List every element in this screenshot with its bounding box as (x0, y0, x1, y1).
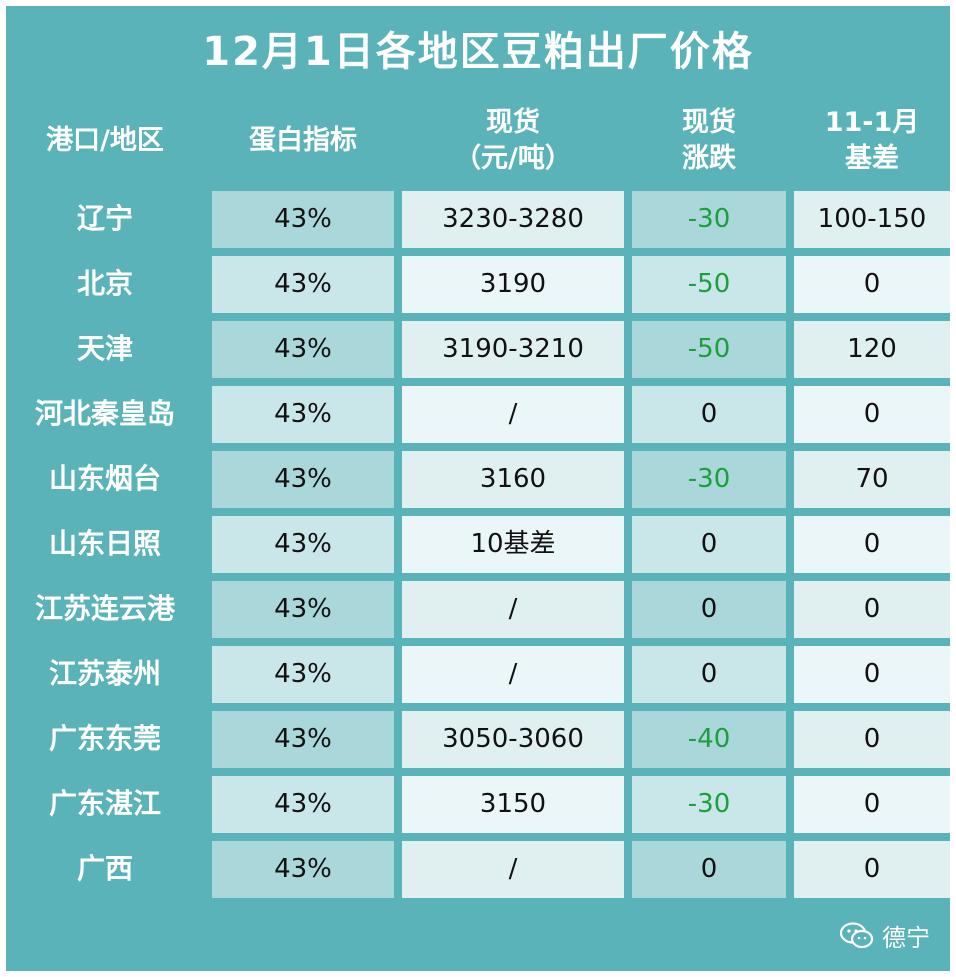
table-row: 江苏连云港 43%/0 0 (6, 581, 950, 638)
basis-cell: 0 (794, 516, 950, 573)
protein-cell: 43% (212, 711, 394, 768)
watermark: 德宁 (840, 918, 930, 953)
table-row: 江苏泰州 43%/0 0 (6, 646, 950, 703)
spot-change-cell: -30 (632, 451, 786, 508)
spot-change-cell: -50 (632, 321, 786, 378)
spot-price-cell: 3230-3280 (402, 191, 624, 248)
basis-cell: 0 (794, 776, 950, 833)
region-cell: 广东东莞 (6, 711, 204, 768)
region-cell: 广东湛江 (6, 776, 204, 833)
basis-cell: 70 (794, 451, 950, 508)
protein-cell: 43% (212, 841, 394, 898)
spot-price-cell: 10基差 (402, 516, 624, 573)
basis-cell: 0 (794, 841, 950, 898)
region-cell: 江苏泰州 (6, 646, 204, 703)
protein-cell: 43% (212, 581, 394, 638)
basis-cell: 0 (794, 646, 950, 703)
protein-cell: 43% (212, 516, 394, 573)
table-row: 广东东莞 43% 3050-3060 -40 0 (6, 711, 950, 768)
spot-change-cell: -50 (632, 256, 786, 313)
protein-cell: 43% (212, 256, 394, 313)
header-spot-price: 现货 （元/吨） (402, 98, 624, 183)
region-cell: 广西 (6, 841, 204, 898)
protein-cell: 43% (212, 386, 394, 443)
header-basis: 11-1月 基差 (794, 98, 950, 183)
wechat-icon (840, 921, 874, 950)
region-cell: 辽宁 (6, 191, 204, 248)
basis-cell: 0 (794, 386, 950, 443)
header-region: 港口/地区 (6, 98, 204, 183)
protein-cell: 43% (212, 776, 394, 833)
spot-price-cell: 3160 (402, 451, 624, 508)
protein-cell: 43% (212, 321, 394, 378)
spot-price-cell: 3050-3060 (402, 711, 624, 768)
spot-change-cell: 0 (632, 516, 786, 573)
table-row: 辽宁 43% 3230-3280 -30 100-150 (6, 191, 950, 248)
header-spot-change: 现货 涨跌 (632, 98, 786, 183)
region-cell: 天津 (6, 321, 204, 378)
table-footer: 德宁 (6, 898, 950, 971)
spot-price-cell: / (402, 841, 624, 898)
table-row: 北京 43% 3190 -50 0 (6, 256, 950, 313)
region-cell: 山东日照 (6, 516, 204, 573)
table-row: 广东湛江 43% 3150 -30 0 (6, 776, 950, 833)
spot-price-cell: 3190 (402, 256, 624, 313)
spot-change-cell: 0 (632, 841, 786, 898)
table-header-row: 港口/地区 蛋白指标 现货 （元/吨） 现货 涨跌 11-1月 基差 (6, 98, 950, 183)
table-row: 广西 43%/0 0 (6, 841, 950, 898)
spot-change-cell: -40 (632, 711, 786, 768)
price-table-frame: 12月1日各地区豆粕出厂价格 港口/地区 蛋白指标 现货 （元/吨） 现货 涨跌 11-… (6, 6, 950, 971)
region-cell: 北京 (6, 256, 204, 313)
basis-cell: 0 (794, 581, 950, 638)
protein-cell: 43% (212, 191, 394, 248)
table-title: 12月1日各地区豆粕出厂价格 (202, 29, 754, 75)
spot-price-cell: 3190-3210 (402, 321, 624, 378)
spot-change-cell: 0 (632, 581, 786, 638)
table-row: 河北秦皇岛 43%/0 0 (6, 386, 950, 443)
basis-cell: 0 (794, 256, 950, 313)
spot-price-cell: / (402, 386, 624, 443)
watermark-text: 德宁 (882, 924, 930, 952)
table-row: 天津 43% 3190-3210 -50 120 (6, 321, 950, 378)
spot-change-cell: -30 (632, 776, 786, 833)
region-cell: 江苏连云港 (6, 581, 204, 638)
spot-change-cell: -30 (632, 191, 786, 248)
spot-change-cell: 0 (632, 646, 786, 703)
spot-price-cell: / (402, 581, 624, 638)
region-cell: 山东烟台 (6, 451, 204, 508)
spot-price-cell: / (402, 646, 624, 703)
basis-cell: 120 (794, 321, 950, 378)
spot-change-cell: 0 (632, 386, 786, 443)
table-row: 山东烟台 43% 3160 -30 70 (6, 451, 950, 508)
protein-cell: 43% (212, 646, 394, 703)
header-protein: 蛋白指标 (212, 98, 394, 183)
basis-cell: 0 (794, 711, 950, 768)
table-row: 山东日照 43% 10基差 0 0 (6, 516, 950, 573)
spot-price-cell: 3150 (402, 776, 624, 833)
region-cell: 河北秦皇岛 (6, 386, 204, 443)
protein-cell: 43% (212, 451, 394, 508)
basis-cell: 100-150 (794, 191, 950, 248)
